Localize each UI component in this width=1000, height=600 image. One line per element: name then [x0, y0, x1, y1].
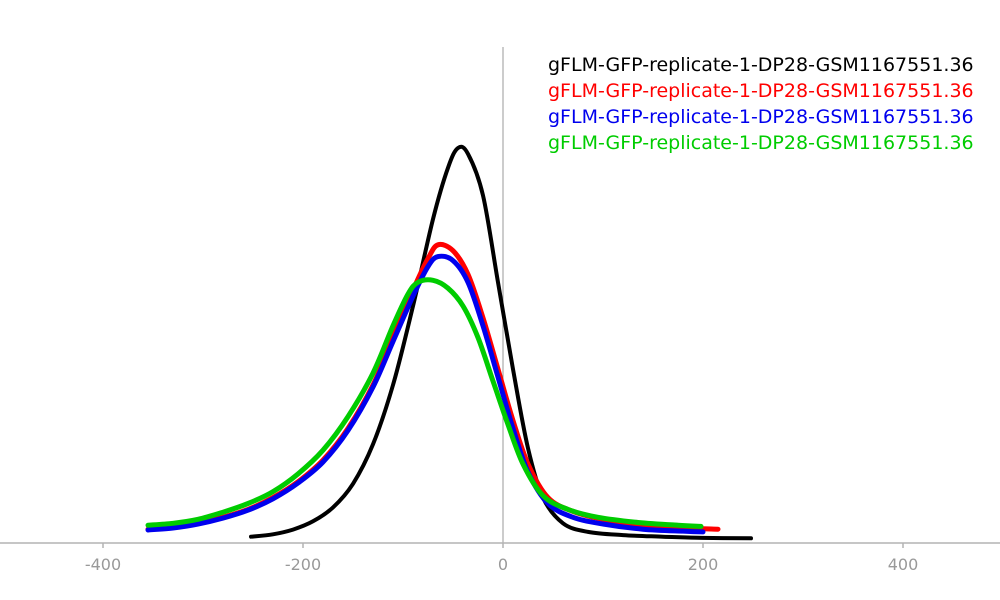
- x-axis-tick-label: -200: [285, 555, 321, 574]
- legend-item-0: gFLM-GFP-replicate-1-DP28-GSM1167551.36: [548, 54, 974, 76]
- legend-item-1: gFLM-GFP-replicate-1-DP28-GSM1167551.36: [548, 80, 974, 102]
- x-axis-tick-label: 200: [688, 555, 719, 574]
- density-curve-1: [145, 241, 721, 532]
- legend-item-2: gFLM-GFP-replicate-1-DP28-GSM1167551.36: [548, 106, 974, 128]
- x-axis-tick-label: 400: [888, 555, 919, 574]
- x-axis-tick-label: 0: [498, 555, 508, 574]
- legend-item-3: gFLM-GFP-replicate-1-DP28-GSM1167551.36: [548, 132, 974, 154]
- density-curve-3: [145, 277, 704, 529]
- chart-legend: gFLM-GFP-replicate-1-DP28-GSM1167551.36 g…: [548, 52, 974, 156]
- density-curve-2: [145, 253, 706, 535]
- density-curve-0: [249, 144, 753, 541]
- x-axis-tick-label: -400: [85, 555, 121, 574]
